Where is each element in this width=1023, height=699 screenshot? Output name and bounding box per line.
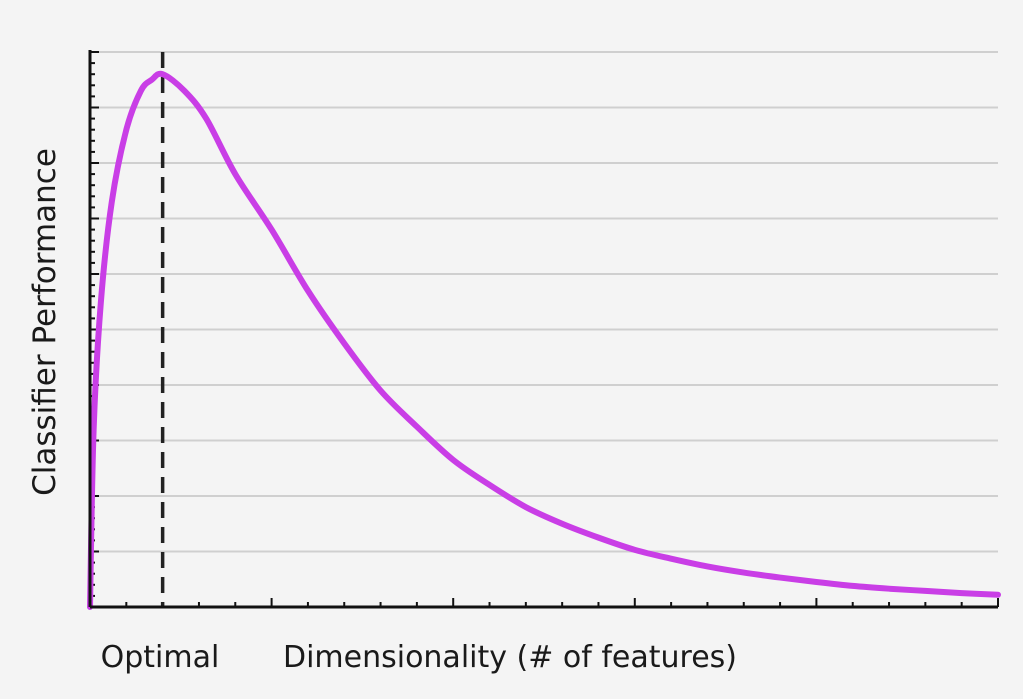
x-axis-label: Dimensionality (# of features) <box>283 640 737 675</box>
y-axis-label: Classifier Performance <box>27 148 63 496</box>
performance-curve <box>87 70 1001 610</box>
optimal-label: Optimal <box>101 640 220 675</box>
gridlines <box>90 51 998 553</box>
